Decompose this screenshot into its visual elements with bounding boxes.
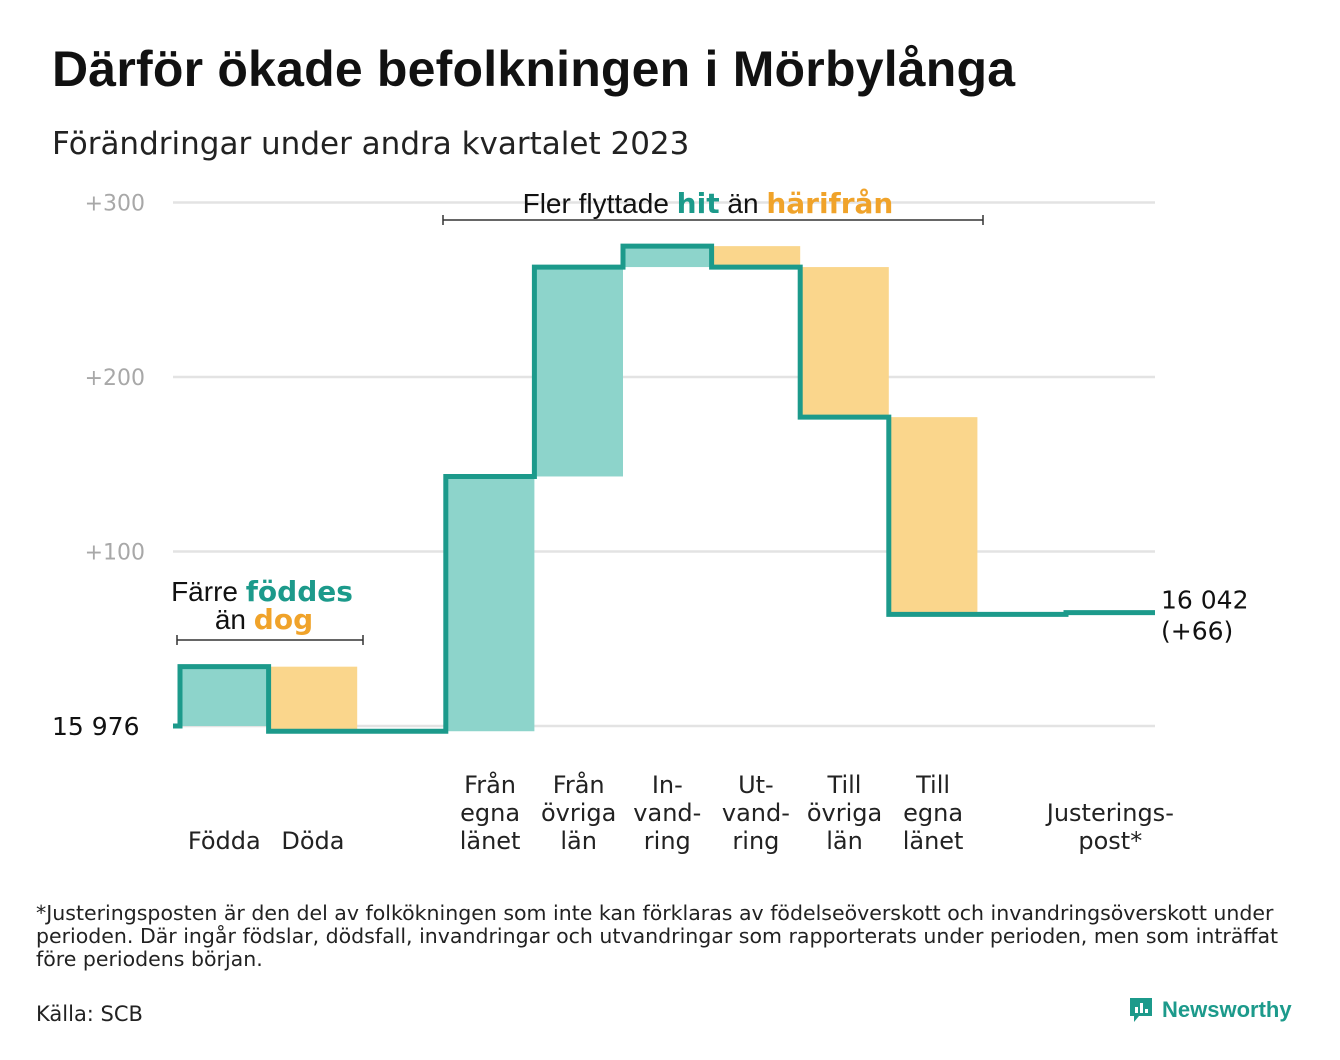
footnote: *Justeringsposten är den del av folkökni… [36,901,1279,971]
x-category-label: Från [464,770,516,799]
bar [711,246,801,268]
x-category-label: egna [460,799,520,827]
x-category-label: Ut- [738,771,774,799]
x-category-label: egna [903,799,963,827]
x-category-label: Från [553,770,605,799]
x-category-label: Till [827,771,862,799]
x-category-label: län [560,827,597,855]
bar [888,417,978,615]
x-category-label: län [826,827,863,855]
svg-text:än dog: än dog [215,603,313,636]
annotation-text: Fler flyttade [523,188,669,219]
end-value-label: 16 042 [1161,586,1248,615]
y-tick-label: +200 [85,366,145,391]
annotation-text: Färre [171,576,238,607]
x-category-label: post* [1078,827,1142,855]
bars [180,246,1155,732]
annotation-births-deaths: Färre föddes än dog [171,575,364,645]
annotation-migration: Fler flyttade hit än härifrån [442,187,984,225]
annotation-highlight: hit [677,187,720,220]
y-tick-label: +100 [85,541,145,566]
bar [534,267,623,477]
annotation-bracket [442,215,984,225]
annotation-highlight: härifrån [766,187,893,220]
x-category-label: Till [915,771,950,799]
annotation-text: än [727,188,758,219]
gridlines [173,201,1155,728]
chart-title: Därför ökade befolkningen i Mörbylånga [52,41,1016,97]
annotation-highlight: dog [254,603,313,636]
annotation-bracket [176,635,364,645]
x-category-label: Födda [188,827,261,855]
bar [445,476,535,732]
cumulative-step-line [173,243,1155,734]
newsworthy-logo-icon [1130,998,1152,1022]
x-category-label: övriga [541,799,616,827]
svg-text:Fler flyttade hit: Fler flyttade hit än härifrån [523,187,894,220]
end-change-label: (+66) [1161,617,1233,646]
x-category-label: vand- [633,799,701,827]
x-category-label: ring [732,827,779,855]
source-label: Källa: SCB [36,1002,143,1026]
x-category-label: Döda [281,827,344,855]
chart-subtitle: Förändringar under andra kvartalet 2023 [52,126,690,162]
x-category-label: länet [903,827,964,855]
x-category-label: vand- [722,799,790,827]
x-category-label: länet [460,827,521,855]
svg-text:Färre föddes: Färre föddes [171,575,353,608]
annotation-text: än [215,604,246,635]
x-category-label: ring [644,827,691,855]
brand-logo: Newsworthy [1128,996,1292,1024]
bar [623,246,712,268]
bar [800,267,889,418]
x-category-label: övriga [807,799,882,827]
bar [268,666,358,732]
bar [180,666,269,726]
start-value-label: 15 976 [52,712,139,741]
x-category-label: Justerings- [1045,799,1174,827]
brand-name: Newsworthy [1162,997,1292,1022]
x-category-label: In- [652,771,683,799]
annotation-highlight: föddes [246,575,353,608]
y-tick-label: +300 [85,192,145,217]
